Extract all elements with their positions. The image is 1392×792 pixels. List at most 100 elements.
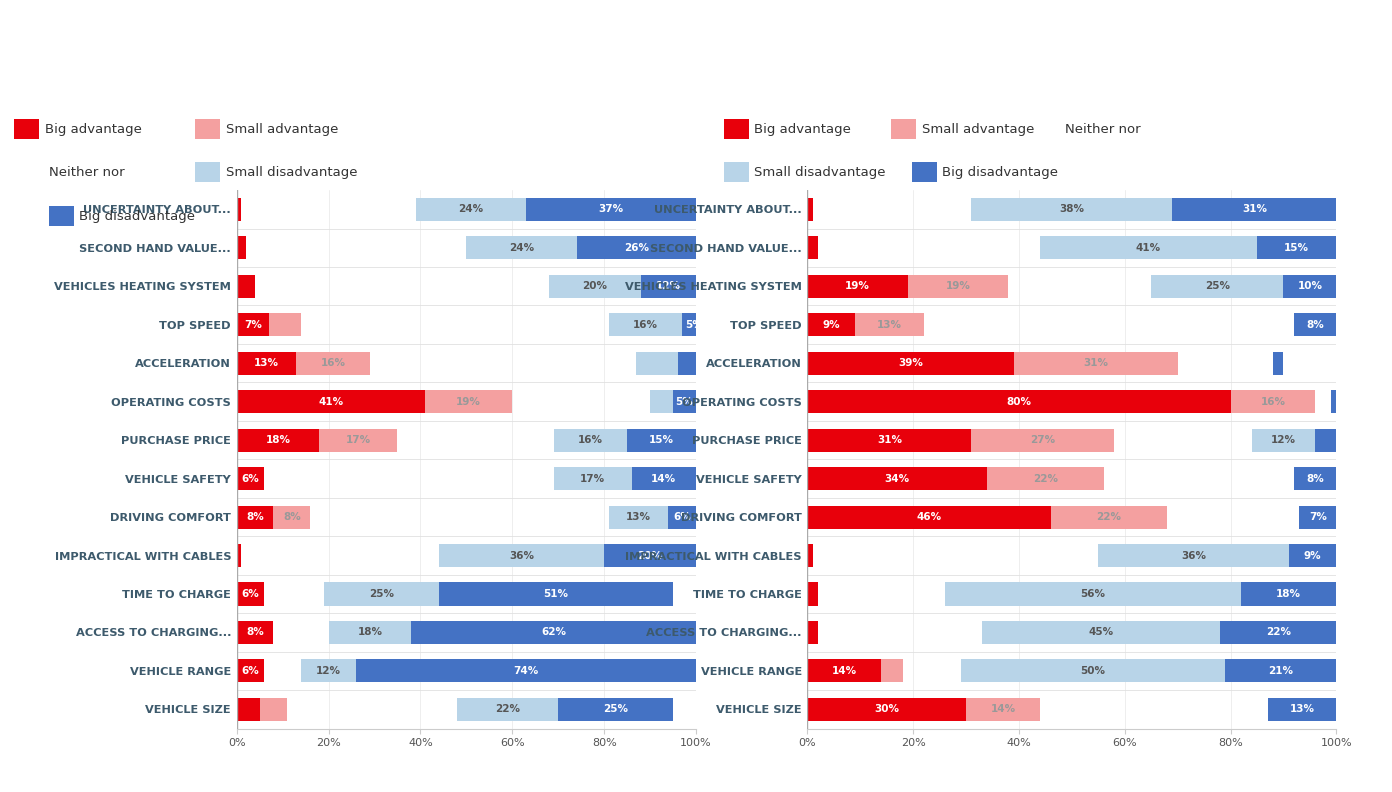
- Bar: [981, 621, 1219, 644]
- Text: 16%: 16%: [578, 435, 603, 445]
- Bar: [855, 313, 924, 337]
- Text: 31%: 31%: [1083, 358, 1108, 368]
- Text: 5%: 5%: [675, 397, 693, 406]
- Text: 8%: 8%: [246, 627, 264, 638]
- Text: 22%: 22%: [496, 704, 521, 714]
- Bar: [960, 660, 1225, 683]
- Text: 39%: 39%: [898, 358, 923, 368]
- Bar: [945, 582, 1242, 606]
- Bar: [908, 275, 1008, 298]
- Bar: [411, 621, 696, 644]
- Bar: [881, 660, 902, 683]
- Bar: [807, 275, 908, 298]
- Bar: [972, 198, 1172, 221]
- Text: 22%: 22%: [1097, 512, 1122, 522]
- Bar: [1295, 313, 1336, 337]
- Bar: [1219, 621, 1336, 644]
- Text: 13%: 13%: [253, 358, 278, 368]
- Text: 34%: 34%: [885, 474, 910, 484]
- Bar: [237, 313, 269, 337]
- Text: 31%: 31%: [1242, 204, 1267, 215]
- Text: Small advantage: Small advantage: [226, 123, 338, 135]
- Text: 7%: 7%: [244, 320, 262, 329]
- Bar: [1272, 352, 1283, 375]
- Bar: [807, 352, 1013, 375]
- Bar: [1251, 428, 1315, 451]
- Text: 8%: 8%: [283, 512, 301, 522]
- Text: 37%: 37%: [599, 204, 624, 215]
- Text: 30%: 30%: [874, 704, 899, 714]
- Bar: [604, 544, 696, 567]
- Bar: [1299, 505, 1336, 528]
- Bar: [807, 198, 813, 221]
- Bar: [554, 467, 632, 490]
- Bar: [237, 660, 264, 683]
- Bar: [296, 352, 370, 375]
- Bar: [640, 275, 696, 298]
- Text: 6%: 6%: [242, 474, 259, 484]
- Bar: [329, 621, 411, 644]
- Bar: [576, 236, 696, 259]
- Text: 27%: 27%: [1030, 435, 1055, 445]
- Bar: [807, 660, 881, 683]
- Bar: [1242, 582, 1336, 606]
- Text: 17%: 17%: [580, 474, 606, 484]
- Text: 10%: 10%: [1297, 281, 1322, 291]
- Bar: [237, 505, 273, 528]
- Text: 20%: 20%: [582, 281, 607, 291]
- Bar: [987, 467, 1104, 490]
- Bar: [807, 621, 818, 644]
- Text: 38%: 38%: [1059, 204, 1084, 215]
- Text: 22%: 22%: [1265, 627, 1290, 638]
- Bar: [1172, 198, 1336, 221]
- Bar: [807, 582, 818, 606]
- Bar: [438, 582, 674, 606]
- Text: 18%: 18%: [266, 435, 291, 445]
- Text: 7%: 7%: [1308, 512, 1327, 522]
- Bar: [807, 544, 813, 567]
- Text: Neither nor: Neither nor: [49, 166, 124, 179]
- Bar: [1225, 660, 1336, 683]
- Bar: [1098, 544, 1289, 567]
- Text: 18%: 18%: [358, 627, 383, 638]
- Bar: [237, 390, 425, 413]
- Bar: [1283, 275, 1336, 298]
- Text: 5%: 5%: [685, 320, 703, 329]
- Bar: [636, 352, 678, 375]
- Text: 8%: 8%: [246, 512, 264, 522]
- Bar: [1040, 236, 1257, 259]
- Text: 19%: 19%: [457, 397, 482, 406]
- Text: 19%: 19%: [845, 281, 870, 291]
- Text: 80%: 80%: [1006, 397, 1031, 406]
- Bar: [301, 660, 356, 683]
- Bar: [668, 505, 696, 528]
- Text: 22%: 22%: [1033, 474, 1058, 484]
- Bar: [807, 428, 972, 451]
- Text: 26%: 26%: [624, 243, 649, 253]
- Text: 36%: 36%: [1180, 550, 1205, 561]
- Bar: [438, 544, 604, 567]
- Text: Big disadvantage: Big disadvantage: [79, 210, 195, 223]
- Bar: [1231, 390, 1315, 413]
- Text: 45%: 45%: [1089, 627, 1114, 638]
- Bar: [425, 390, 512, 413]
- Bar: [1257, 236, 1336, 259]
- Bar: [682, 313, 706, 337]
- Bar: [807, 236, 818, 259]
- Text: 12%: 12%: [316, 666, 341, 676]
- Bar: [1331, 390, 1336, 413]
- Bar: [807, 390, 1231, 413]
- Text: 14%: 14%: [832, 666, 857, 676]
- Text: 25%: 25%: [369, 589, 394, 599]
- Bar: [674, 390, 696, 413]
- Text: 50%: 50%: [1080, 666, 1105, 676]
- Bar: [237, 467, 264, 490]
- Text: Small disadvantage: Small disadvantage: [754, 166, 885, 179]
- Text: 24%: 24%: [509, 243, 535, 253]
- Bar: [807, 467, 987, 490]
- Text: 15%: 15%: [1285, 243, 1308, 253]
- Text: 13%: 13%: [626, 512, 651, 522]
- Bar: [237, 352, 296, 375]
- Bar: [966, 698, 1040, 721]
- Text: 6%: 6%: [242, 589, 259, 599]
